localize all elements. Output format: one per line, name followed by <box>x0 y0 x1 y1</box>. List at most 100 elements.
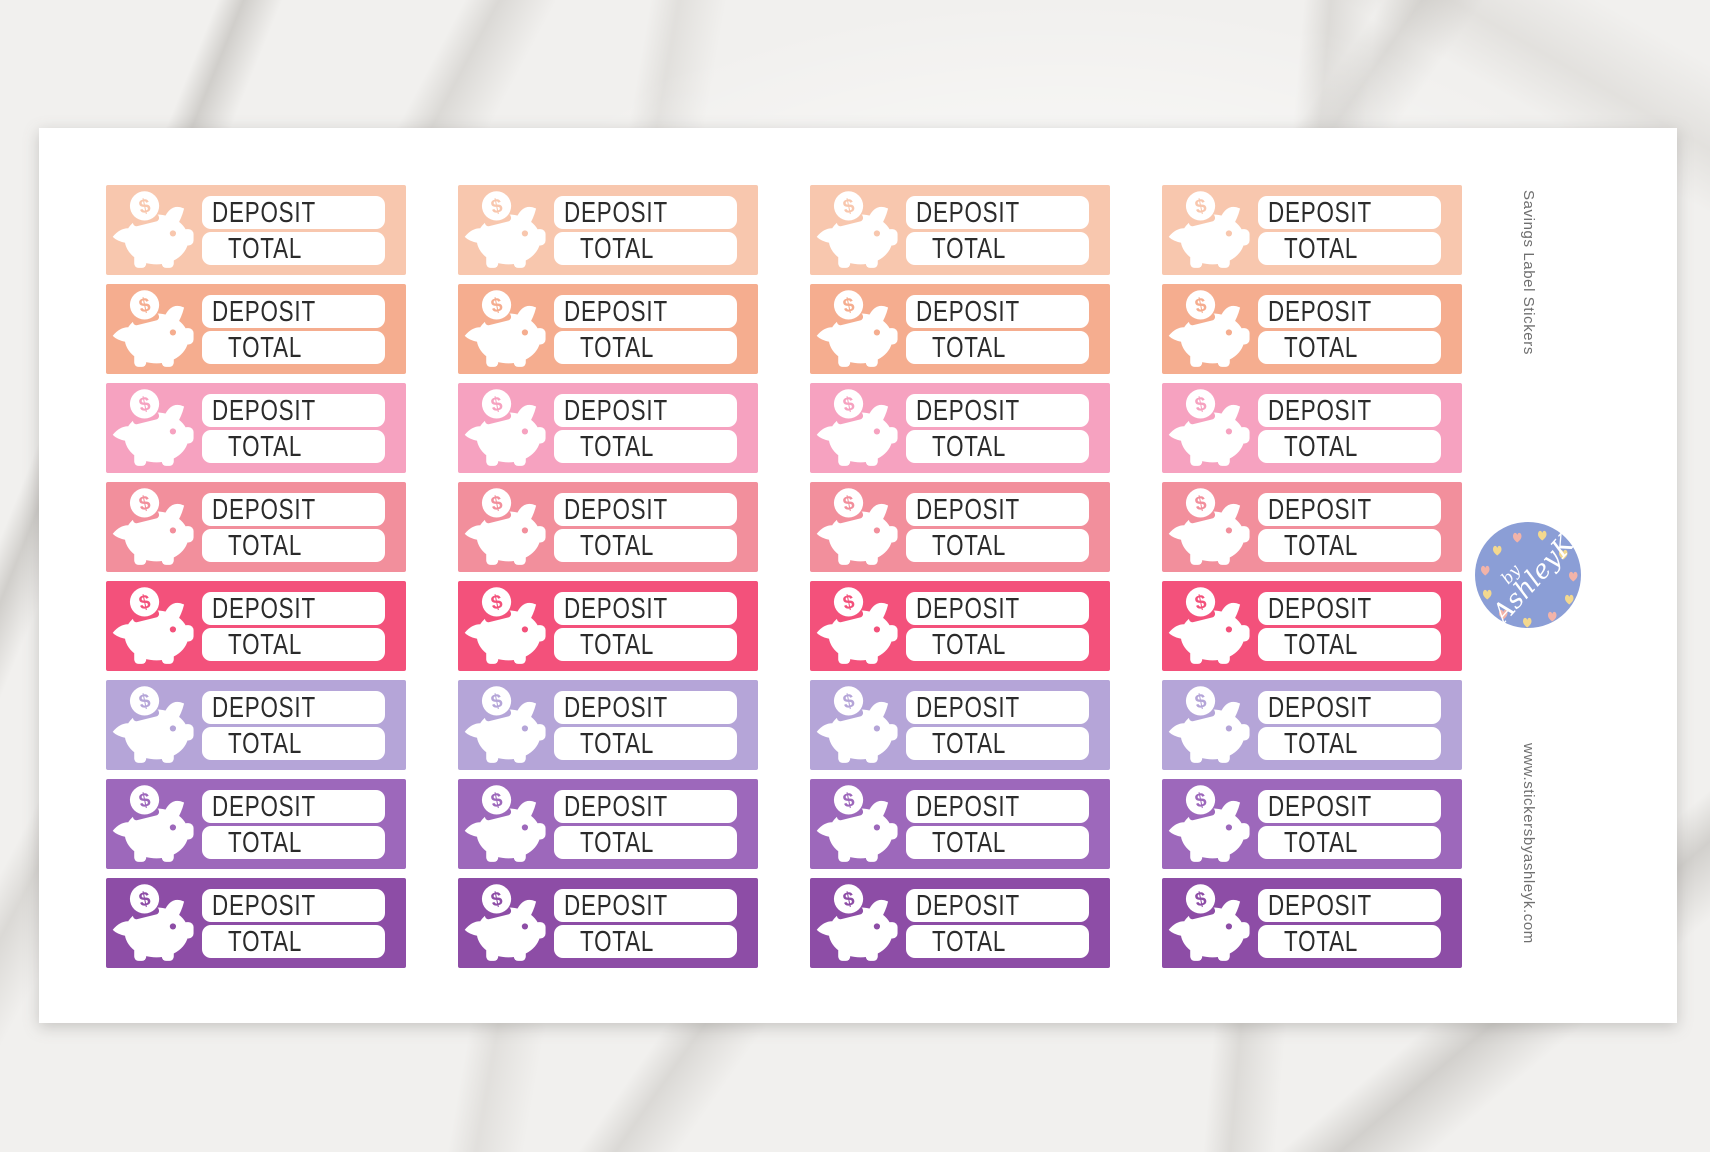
total-label-box: TOTAL <box>906 825 1089 859</box>
deposit-label: DEPOSIT <box>212 691 316 723</box>
savings-sticker-dark-purple: DEPOSIT TOTAL <box>106 878 406 968</box>
deposit-label-box: DEPOSIT <box>906 789 1089 823</box>
deposit-label: DEPOSIT <box>564 394 668 426</box>
total-label-box: TOTAL <box>906 924 1089 958</box>
deposit-label: DEPOSIT <box>212 394 316 426</box>
deposit-label: DEPOSIT <box>1268 592 1372 624</box>
piggy-bank-icon <box>458 388 554 468</box>
total-label: TOTAL <box>580 727 655 759</box>
piggy-bank-icon <box>1162 388 1258 468</box>
savings-sticker-lavender: DEPOSIT TOTAL <box>106 680 406 770</box>
total-label-box: TOTAL <box>554 330 737 364</box>
sticker-grid: DEPOSIT TOTAL DEPOSIT TOTAL DEPOSIT <box>106 185 1462 968</box>
total-label: TOTAL <box>580 232 655 264</box>
total-label-box: TOTAL <box>1258 726 1441 760</box>
deposit-label-box: DEPOSIT <box>906 294 1089 328</box>
savings-sticker-lavender: DEPOSIT TOTAL <box>458 680 758 770</box>
total-label-box: TOTAL <box>554 627 737 661</box>
total-label: TOTAL <box>228 628 303 660</box>
total-label: TOTAL <box>932 529 1007 561</box>
deposit-label-box: DEPOSIT <box>202 888 385 922</box>
total-label: TOTAL <box>932 628 1007 660</box>
deposit-label: DEPOSIT <box>212 592 316 624</box>
piggy-bank-icon <box>1162 784 1258 864</box>
piggy-bank-icon <box>1162 586 1258 666</box>
piggy-bank-icon <box>810 784 906 864</box>
sticker-label-boxes: DEPOSIT TOTAL <box>554 888 758 958</box>
piggy-bank-icon <box>106 883 202 963</box>
total-label-box: TOTAL <box>554 726 737 760</box>
total-label: TOTAL <box>228 331 303 363</box>
total-label: TOTAL <box>580 628 655 660</box>
sticker-label-boxes: DEPOSIT TOTAL <box>906 492 1110 562</box>
total-label: TOTAL <box>228 529 303 561</box>
deposit-label: DEPOSIT <box>1268 691 1372 723</box>
piggy-bank-icon <box>458 883 554 963</box>
deposit-label: DEPOSIT <box>564 295 668 327</box>
savings-sticker-light-peach: DEPOSIT TOTAL <box>1162 185 1462 275</box>
total-label: TOTAL <box>932 925 1007 957</box>
piggy-bank-icon <box>106 784 202 864</box>
by-ashleyk-logo: by AshleyK <box>1475 522 1582 630</box>
total-label-box: TOTAL <box>1258 528 1441 562</box>
total-label: TOTAL <box>228 232 303 264</box>
deposit-label-box: DEPOSIT <box>202 195 385 229</box>
deposit-label: DEPOSIT <box>564 493 668 525</box>
sticker-label-boxes: DEPOSIT TOTAL <box>554 591 758 661</box>
deposit-label: DEPOSIT <box>564 196 668 228</box>
piggy-bank-icon <box>106 190 202 270</box>
savings-sticker-purple: DEPOSIT TOTAL <box>458 779 758 869</box>
deposit-label-box: DEPOSIT <box>1258 393 1441 427</box>
sticker-label-boxes: DEPOSIT TOTAL <box>1258 393 1462 463</box>
total-label: TOTAL <box>580 826 655 858</box>
sticker-label-boxes: DEPOSIT TOTAL <box>202 690 406 760</box>
piggy-bank-icon <box>106 586 202 666</box>
savings-sticker-purple: DEPOSIT TOTAL <box>810 779 1110 869</box>
logo-circle <box>1475 522 1581 628</box>
deposit-label-box: DEPOSIT <box>202 591 385 625</box>
savings-sticker-salmon: DEPOSIT TOTAL <box>458 482 758 572</box>
sheet-title-side-text: Savings Label Stickers <box>1520 190 1537 355</box>
total-label-box: TOTAL <box>554 825 737 859</box>
savings-sticker-pink: DEPOSIT TOTAL <box>810 383 1110 473</box>
total-label: TOTAL <box>932 232 1007 264</box>
total-label-box: TOTAL <box>906 330 1089 364</box>
deposit-label-box: DEPOSIT <box>906 393 1089 427</box>
deposit-label-box: DEPOSIT <box>554 195 737 229</box>
piggy-bank-icon <box>1162 883 1258 963</box>
total-label-box: TOTAL <box>906 528 1089 562</box>
deposit-label: DEPOSIT <box>916 196 1020 228</box>
total-label-box: TOTAL <box>1258 825 1441 859</box>
sticker-label-boxes: DEPOSIT TOTAL <box>1258 591 1462 661</box>
savings-sticker-pink: DEPOSIT TOTAL <box>1162 383 1462 473</box>
deposit-label: DEPOSIT <box>916 493 1020 525</box>
deposit-label-box: DEPOSIT <box>554 888 737 922</box>
total-label: TOTAL <box>580 430 655 462</box>
total-label-box: TOTAL <box>202 231 385 265</box>
deposit-label-box: DEPOSIT <box>554 591 737 625</box>
piggy-bank-icon <box>810 586 906 666</box>
sticker-label-boxes: DEPOSIT TOTAL <box>554 393 758 463</box>
deposit-label-box: DEPOSIT <box>1258 195 1441 229</box>
piggy-bank-icon <box>1162 685 1258 765</box>
total-label-box: TOTAL <box>906 627 1089 661</box>
savings-sticker-light-peach: DEPOSIT TOTAL <box>458 185 758 275</box>
deposit-label: DEPOSIT <box>212 790 316 822</box>
savings-sticker-lavender: DEPOSIT TOTAL <box>1162 680 1462 770</box>
deposit-label: DEPOSIT <box>212 295 316 327</box>
sticker-label-boxes: DEPOSIT TOTAL <box>202 195 406 265</box>
deposit-label-box: DEPOSIT <box>554 393 737 427</box>
sticker-label-boxes: DEPOSIT TOTAL <box>202 789 406 859</box>
sticker-label-boxes: DEPOSIT TOTAL <box>1258 888 1462 958</box>
deposit-label: DEPOSIT <box>564 691 668 723</box>
sticker-label-boxes: DEPOSIT TOTAL <box>906 888 1110 958</box>
savings-sticker-dark-purple: DEPOSIT TOTAL <box>458 878 758 968</box>
sticker-label-boxes: DEPOSIT TOTAL <box>554 690 758 760</box>
sticker-label-boxes: DEPOSIT TOTAL <box>1258 789 1462 859</box>
sticker-label-boxes: DEPOSIT TOTAL <box>1258 690 1462 760</box>
savings-sticker-raspberry: DEPOSIT TOTAL <box>810 581 1110 671</box>
total-label: TOTAL <box>580 925 655 957</box>
savings-sticker-peach: DEPOSIT TOTAL <box>1162 284 1462 374</box>
piggy-bank-icon <box>810 685 906 765</box>
total-label-box: TOTAL <box>1258 429 1441 463</box>
